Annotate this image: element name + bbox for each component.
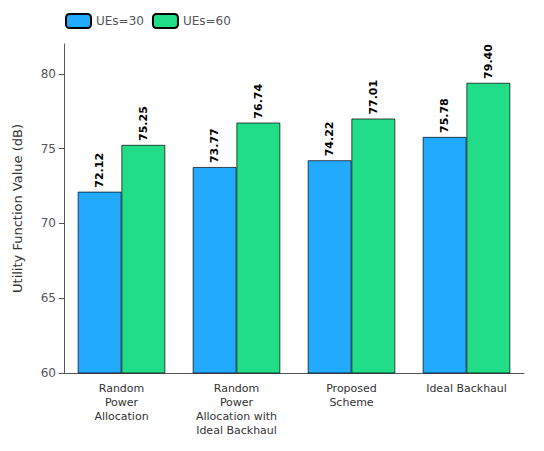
svg-text:Power: Power [105, 396, 139, 409]
svg-text:75.25: 75.25 [137, 106, 150, 141]
svg-text:75: 75 [41, 142, 56, 156]
svg-text:72.12: 72.12 [93, 153, 106, 188]
svg-text:75.78: 75.78 [438, 98, 451, 133]
svg-text:79.40: 79.40 [482, 44, 495, 79]
svg-text:Random: Random [99, 382, 145, 395]
svg-text:76.74: 76.74 [252, 84, 265, 119]
svg-text:Power: Power [220, 396, 254, 409]
svg-text:Ideal Backhaul: Ideal Backhaul [196, 424, 277, 437]
svg-text:65: 65 [41, 291, 56, 305]
svg-text:Proposed: Proposed [326, 382, 377, 395]
svg-text:UEs=60: UEs=60 [183, 14, 231, 28]
svg-text:Allocation with: Allocation with [196, 410, 277, 423]
svg-text:70: 70 [41, 216, 56, 230]
svg-text:Ideal Backhaul: Ideal Backhaul [426, 382, 507, 395]
svg-text:80: 80 [41, 67, 56, 81]
svg-text:74.22: 74.22 [323, 122, 336, 157]
svg-text:77.01: 77.01 [367, 80, 380, 115]
svg-text:Scheme: Scheme [329, 396, 373, 409]
svg-text:UEs=30: UEs=30 [96, 14, 144, 28]
svg-text:73.77: 73.77 [208, 128, 221, 163]
svg-text:Allocation: Allocation [94, 410, 148, 423]
svg-text:Random: Random [214, 382, 260, 395]
svg-text:Utility Function Value (dB): Utility Function Value (dB) [10, 124, 25, 293]
svg-text:60: 60 [41, 366, 56, 380]
